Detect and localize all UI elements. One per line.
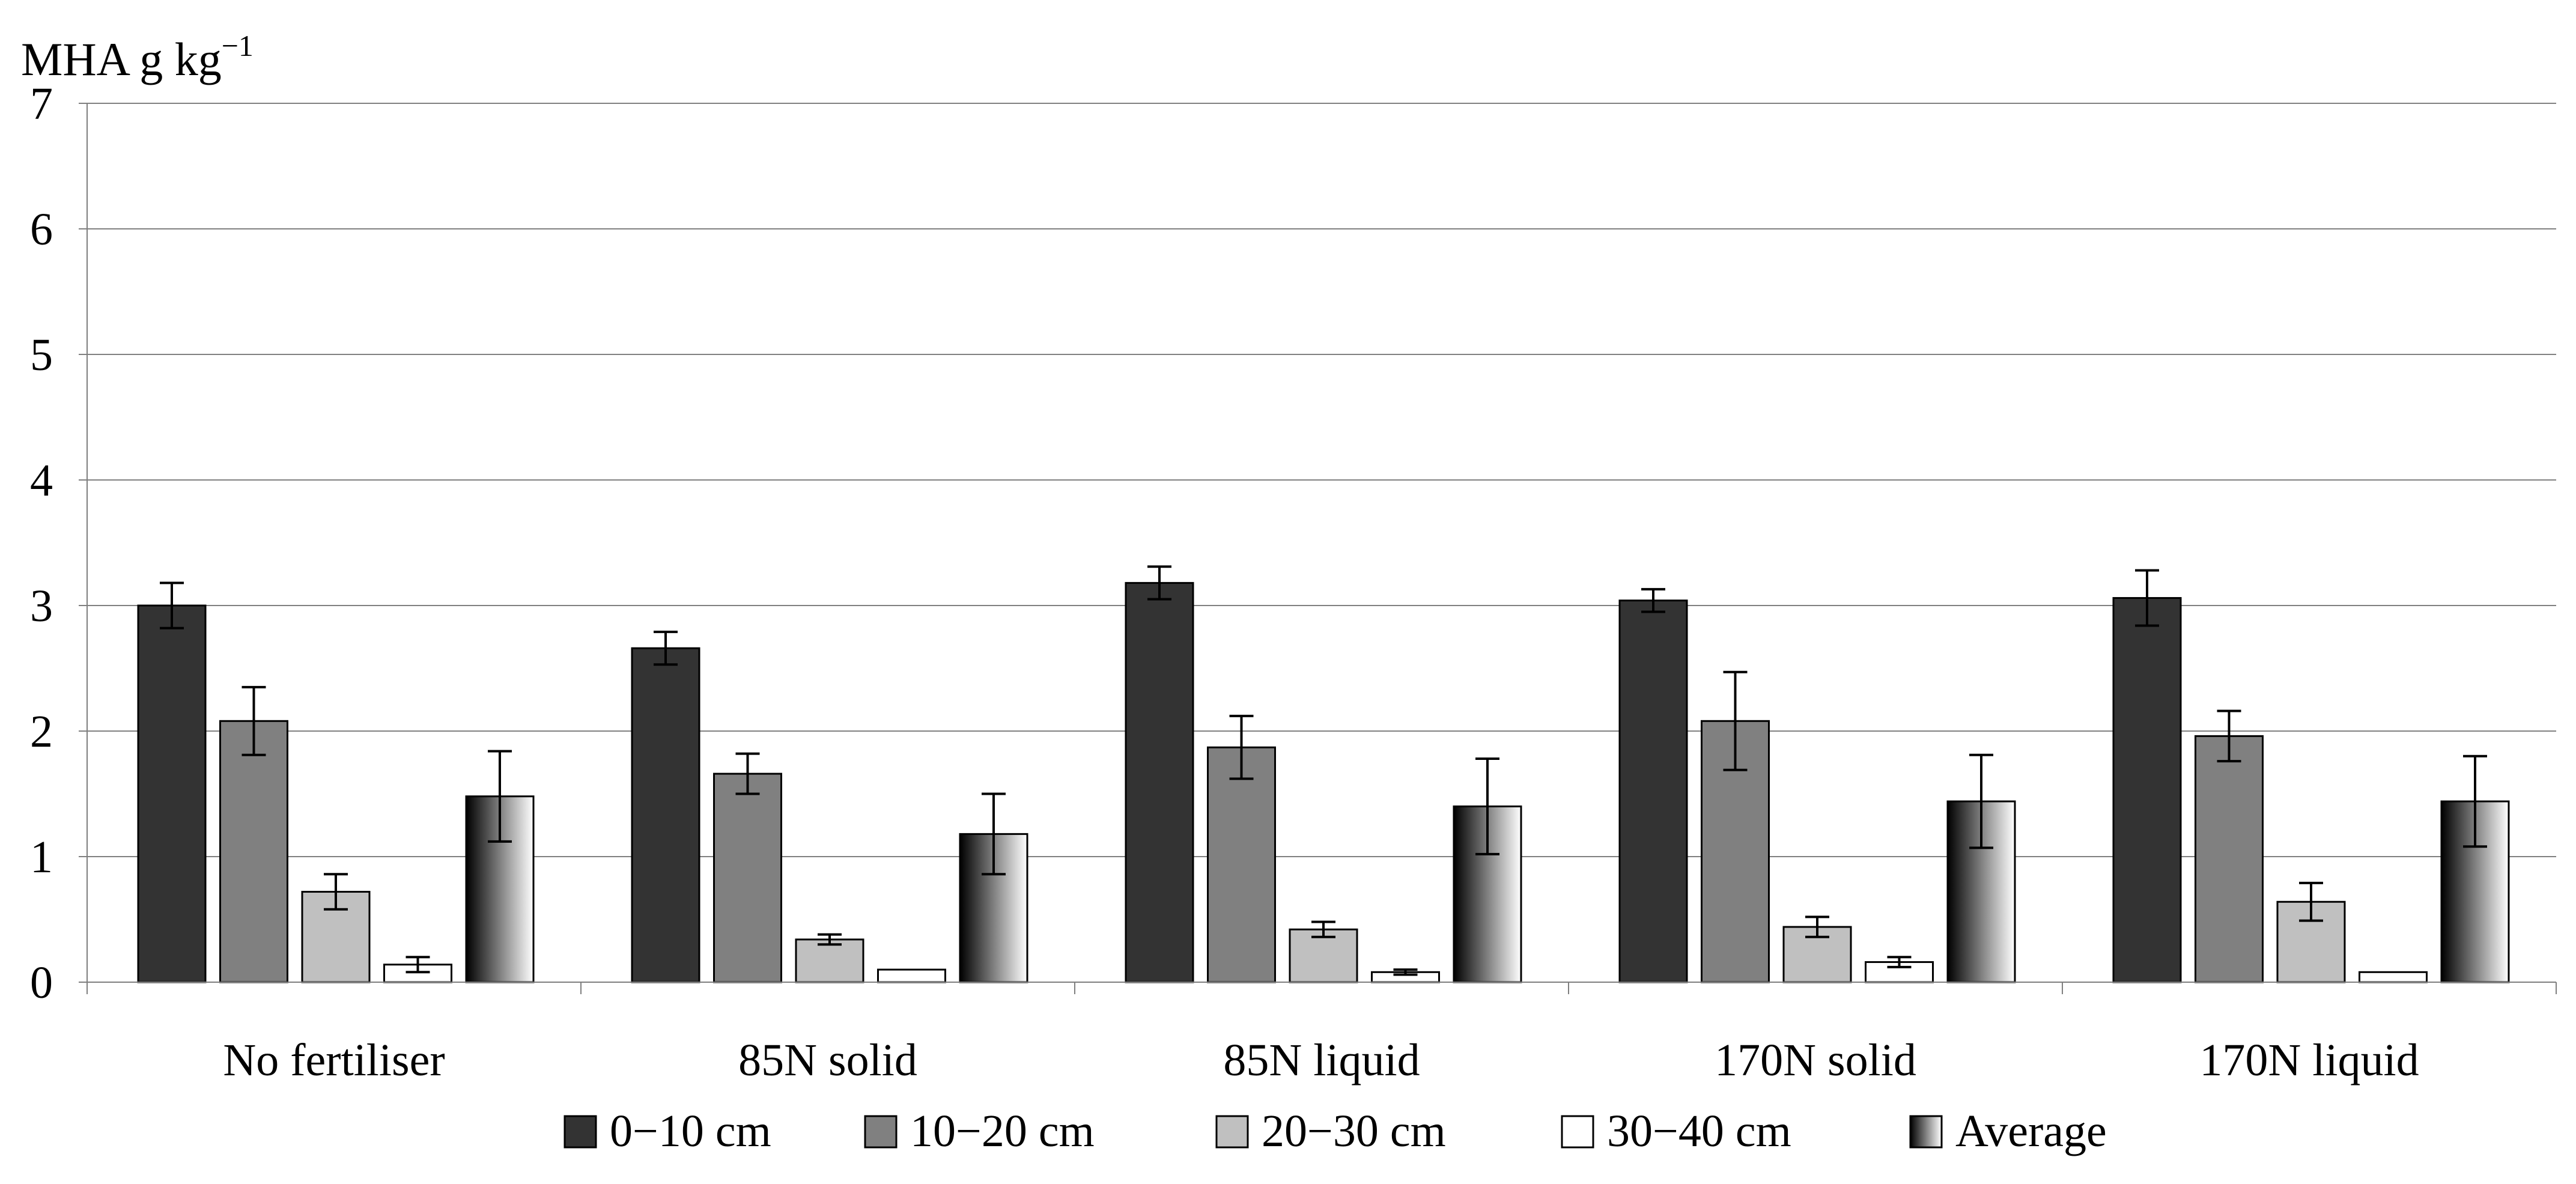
bar [631,647,700,983]
x-tick-label: 170N liquid [2199,1035,2419,1085]
error-bar [1969,753,1993,849]
error-bar [2217,709,2241,763]
error-bar [1393,968,1418,976]
error-bar [1805,915,1829,938]
x-tick-label: 85N solid [738,1035,917,1085]
bar [877,968,946,983]
y-tick-label: 4 [30,455,53,506]
axes: 0 1 2 3 4 5 6 7 No fertiliser 85N solid 85N liquid… [30,79,2557,1085]
error-bar [1723,670,1748,771]
error-bar [1475,757,1499,855]
x-tick-label: 85N liquid [1223,1035,1420,1085]
grid-lines [87,103,2556,857]
legend-swatch [1561,1115,1594,1149]
legend-label: 0−10 cm [610,1106,771,1156]
y-axis-title-superscript: −1 [222,29,254,62]
bar [1618,600,1688,983]
y-tick-label: 7 [30,79,53,129]
error-bar [1641,587,1665,613]
legend-label: 30−40 cm [1607,1106,1791,1156]
y-tick-label: 3 [30,581,53,631]
error-bar [654,630,678,666]
legend-label: 10−20 cm [910,1106,1095,1156]
error-bar [1229,714,1254,780]
y-axis-title: MHA g kg−1 [21,29,254,85]
bar [795,938,864,983]
y-tick-label: 1 [30,832,53,882]
legend-swatch [1909,1115,1943,1149]
legend-item: 20−30 cm [1215,1106,1446,1156]
y-tick-label: 2 [30,706,53,757]
error-bar [324,873,348,911]
legend-swatch [1215,1115,1249,1149]
x-tick-label: No fertiliser [223,1035,445,1085]
error-bar [818,933,842,946]
bar [219,720,288,983]
legend-item: 30−40 cm [1561,1106,1791,1156]
error-bar [1147,565,1171,601]
legend-item: 10−20 cm [864,1106,1095,1156]
bar [1125,581,1194,983]
bars [137,565,2510,983]
legend-label: Average [1955,1106,2107,1156]
error-bar [406,956,430,974]
legend-swatch [864,1115,898,1149]
bar [2359,971,2428,983]
legend-label: 20−30 cm [1262,1106,1446,1156]
error-bar [2299,881,2323,922]
error-bar [160,581,184,630]
x-tick-label: 170N solid [1715,1035,1916,1085]
error-bar [2463,754,2487,848]
bar [1207,746,1276,983]
legend-swatch [564,1115,597,1149]
legend: 0−10 cm 10−20 cm 20−30 cm 30−40 cm Average [564,1106,2107,1156]
error-bar [1887,956,1912,968]
error-bar [488,750,512,843]
error-bar [2135,569,2159,627]
error-bar [982,792,1006,876]
legend-item: 0−10 cm [564,1106,771,1156]
y-tick-label: 5 [30,330,53,380]
error-bar [1311,920,1335,938]
bar [2195,735,2264,983]
error-bar [735,752,760,795]
legend-item: Average [1909,1106,2107,1156]
y-axis-title-main: MHA g kg [21,33,222,85]
bar [2112,597,2182,983]
bar [713,773,782,983]
bar [137,604,207,983]
y-tick-label: 0 [30,958,53,1008]
error-bar [242,685,266,756]
bar [1289,928,1358,983]
y-tick-label: 6 [30,204,53,255]
